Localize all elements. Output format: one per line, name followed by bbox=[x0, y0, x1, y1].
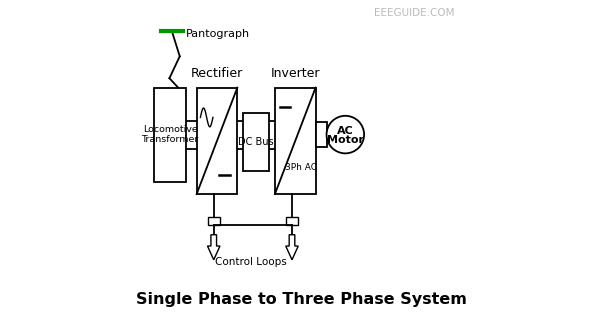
Text: DC Bus: DC Bus bbox=[238, 137, 274, 146]
Polygon shape bbox=[286, 235, 298, 260]
Text: AC: AC bbox=[337, 126, 354, 136]
Circle shape bbox=[327, 116, 364, 153]
Bar bbox=[275, 88, 315, 194]
Text: Control Loops: Control Loops bbox=[215, 257, 286, 267]
Bar bbox=[197, 88, 238, 194]
Text: 3Ph AC: 3Ph AC bbox=[285, 163, 317, 172]
Polygon shape bbox=[207, 235, 220, 260]
Bar bbox=[315, 122, 327, 147]
Text: Single Phase to Three Phase System: Single Phase to Three Phase System bbox=[136, 292, 467, 307]
Bar bbox=[242, 113, 270, 171]
Text: Inverter: Inverter bbox=[271, 67, 320, 80]
Text: Motor: Motor bbox=[327, 135, 364, 145]
Bar bbox=[208, 217, 219, 225]
Text: Pantograph: Pantograph bbox=[186, 29, 250, 39]
Bar bbox=[154, 88, 186, 182]
Text: Rectifier: Rectifier bbox=[191, 67, 243, 80]
Text: Locomotive
Transformer: Locomotive Transformer bbox=[141, 125, 199, 144]
Bar bbox=[286, 217, 298, 225]
Text: EEEGUIDE.COM: EEEGUIDE.COM bbox=[374, 8, 455, 18]
